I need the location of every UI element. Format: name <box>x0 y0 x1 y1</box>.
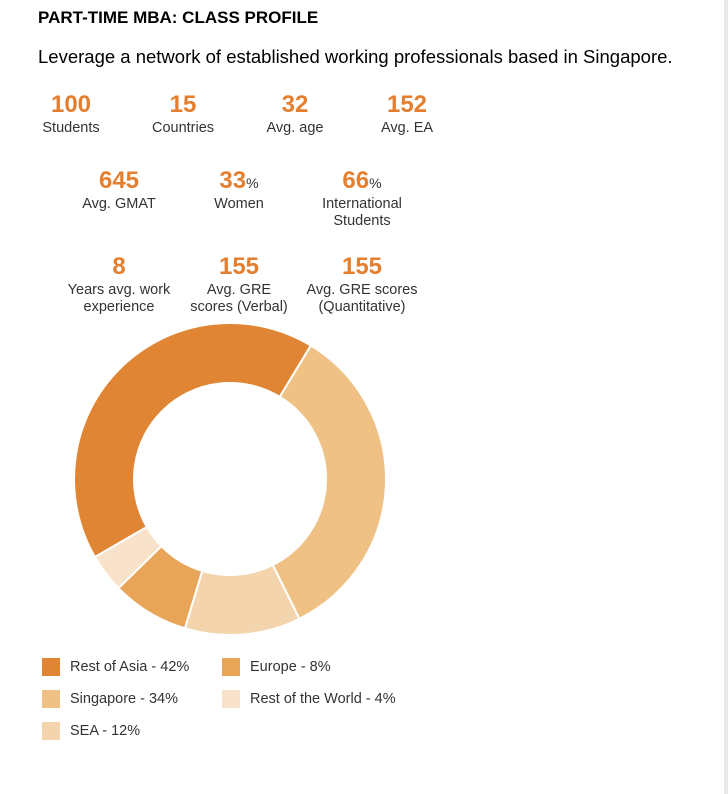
stat-label: Avg. EA <box>380 120 434 136</box>
page-subtitle: Leverage a network of established workin… <box>38 46 673 67</box>
stat-value: 152 <box>386 91 428 118</box>
stat-label: experience <box>83 299 155 315</box>
legend-item-singapore: Singapore - 34% <box>42 690 178 708</box>
donut-slice-singapore <box>271 344 387 621</box>
legend-item-rest-of-world: Rest of the World - 4% <box>222 690 396 708</box>
stat-gre-verbal: 155 Avg. GRE scores (Verbal) <box>190 254 288 316</box>
nationality-donut-chart <box>73 322 387 636</box>
stat-label: scores (Verbal) <box>190 299 288 315</box>
legend-label: Singapore - 34% <box>70 691 179 707</box>
legend-swatch <box>42 722 60 740</box>
stat-label: Countries <box>151 120 215 136</box>
stat-value: 32 <box>281 91 309 118</box>
stat-label: International <box>322 196 402 212</box>
stat-women: 33% Women <box>214 168 264 213</box>
stat-label: Students <box>333 213 391 229</box>
stat-label: Women <box>214 196 264 212</box>
stat-value: 15 <box>169 91 197 118</box>
stat-value: 8 <box>112 253 126 280</box>
stat-avg-age: 32 Avg. age <box>267 92 324 137</box>
legend-item-europe: Europe - 8% <box>222 658 331 676</box>
legend-swatch <box>42 658 60 676</box>
legend-label: Rest of Asia - 42% <box>70 659 190 675</box>
stat-countries: 15 Countries <box>152 92 214 137</box>
stat-label: Avg. GMAT <box>82 196 156 212</box>
stat-students: 100 Students <box>42 92 99 137</box>
legend-swatch <box>222 690 240 708</box>
stat-international-students: 66% International Students <box>322 168 402 230</box>
legend-swatch <box>42 690 60 708</box>
stat-label: Years avg. work <box>67 282 171 298</box>
legend-label: SEA - 12% <box>70 723 141 739</box>
legend-item-sea: SEA - 12% <box>42 722 140 740</box>
stat-value: 155 <box>218 253 260 280</box>
stat-gre-quant: 155 Avg. GRE scores (Quantitative) <box>307 254 418 316</box>
stat-label: Avg. GRE <box>206 282 272 298</box>
legend-swatch <box>222 658 240 676</box>
legend-label: Europe - 8% <box>250 659 331 675</box>
donut-slice-rest-of-asia <box>73 322 313 559</box>
stat-value: 33% <box>219 167 259 194</box>
legend-item-rest-of-asia: Rest of Asia - 42% <box>42 658 189 676</box>
stat-avg-gmat: 645 Avg. GMAT <box>82 168 156 213</box>
page-title: PART-TIME MBA: CLASS PROFILE <box>38 8 319 27</box>
right-edge-bar <box>724 0 728 794</box>
stat-label: Students <box>42 120 100 136</box>
stat-label: (Quantitative) <box>318 299 406 315</box>
stat-avg-ea: 152 Avg. EA <box>381 92 433 137</box>
stat-value: 66% <box>342 167 382 194</box>
stat-value: 645 <box>98 167 140 194</box>
stat-label: Avg. GRE scores <box>306 282 418 298</box>
donut-slice-rest-of-the-world <box>93 525 163 590</box>
stat-value: 100 <box>50 91 92 118</box>
stat-label: Avg. age <box>266 120 324 136</box>
stat-value: 155 <box>341 253 383 280</box>
stat-work-experience: 8 Years avg. work experience <box>68 254 171 316</box>
legend-label: Rest of the World - 4% <box>250 691 396 707</box>
